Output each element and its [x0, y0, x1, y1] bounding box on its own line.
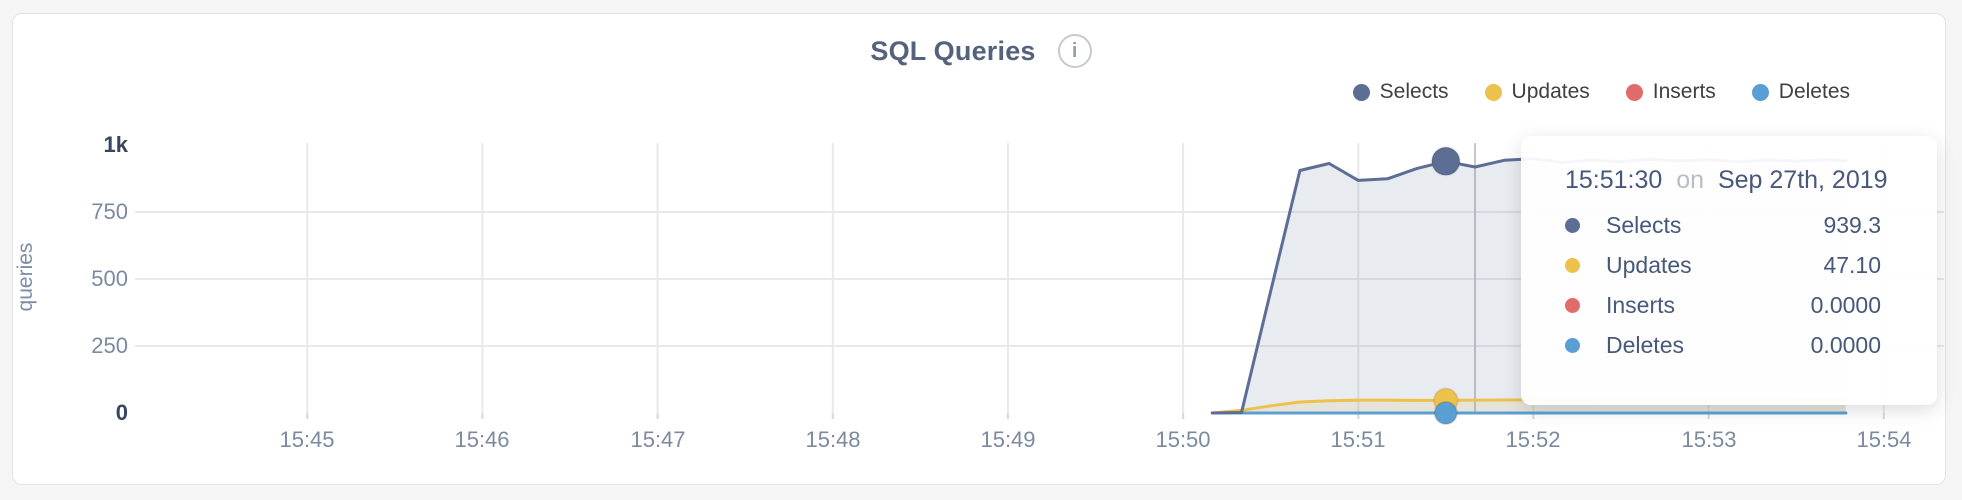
inserts-series-dot-icon — [1625, 83, 1643, 101]
tooltip-series-label: Selects — [1606, 211, 1682, 238]
deletes-highlight-dot[interactable] — [1433, 401, 1458, 425]
y-axis-tick-label: 500 — [91, 266, 128, 291]
panel-header: SQL Queries i — [0, 34, 1962, 68]
tooltip-row-selects: Selects 939.3 — [1565, 205, 1881, 245]
tooltip-date: Sep 27th, 2019 — [1717, 166, 1888, 194]
selects-highlight-dot[interactable] — [1430, 146, 1461, 177]
updates-series-dot-icon — [1565, 257, 1580, 273]
tooltip-header: 15:51:30 on Sep 27th, 2019 — [1565, 166, 1888, 195]
x-axis-tick-label: 15:50 — [1155, 427, 1211, 452]
inserts-series-dot-icon — [1565, 297, 1580, 313]
legend-item-selects[interactable]: Selects — [1352, 80, 1449, 104]
legend-item-inserts[interactable]: Inserts — [1625, 80, 1716, 104]
legend-item-label: Selects — [1379, 80, 1449, 103]
info-icon[interactable]: i — [1057, 34, 1092, 68]
legend-item-label: Deletes — [1778, 80, 1850, 103]
tooltip-series-label: Deletes — [1606, 331, 1684, 358]
tooltip-series-value: 0.0000 — [1810, 331, 1881, 358]
deletes-series-dot-icon — [1565, 337, 1580, 353]
x-axis-tick-label: 15:51 — [1330, 427, 1386, 452]
tooltip-spacer — [1704, 166, 1711, 194]
y-axis-tick-label: 1k — [103, 132, 128, 157]
tooltip-series-value: 939.3 — [1823, 211, 1881, 238]
selects-series-dot-icon — [1565, 217, 1580, 233]
tooltip-series-label: Updates — [1606, 251, 1692, 278]
x-axis-tick-label: 15:45 — [279, 427, 335, 452]
tooltip-row-inserts: Inserts 0.0000 — [1565, 285, 1881, 325]
x-axis-tick-label: 15:54 — [1856, 427, 1912, 452]
x-axis-tick-label: 15:52 — [1505, 427, 1561, 452]
tooltip-row-deletes: Deletes 0.0000 — [1565, 325, 1881, 365]
y-axis-tick-label: 750 — [91, 199, 128, 224]
tooltip-on-word-text: on — [1676, 166, 1705, 194]
deletes-series-dot-icon — [1751, 83, 1769, 101]
hover-tooltip: 15:51:30 on Sep 27th, 2019 Selects 939.3… — [1521, 136, 1937, 405]
tooltip-series-label: Inserts — [1606, 291, 1676, 318]
x-axis-tick-label: 15:46 — [454, 427, 510, 452]
legend-item-deletes[interactable]: Deletes — [1751, 80, 1850, 104]
updates-series-dot-icon — [1484, 83, 1502, 101]
legend-item-label: Inserts — [1652, 80, 1716, 103]
x-axis-tick-label: 15:53 — [1681, 427, 1737, 452]
legend-item-label: Updates — [1511, 80, 1590, 103]
x-axis-tick-label: 15:48 — [805, 427, 861, 452]
x-axis-tick-label: 15:47 — [630, 427, 686, 452]
tooltip-time: 15:51:30 — [1565, 166, 1663, 194]
y-axis-tick-label: 250 — [91, 333, 128, 358]
x-axis-tick-label: 15:49 — [980, 427, 1036, 452]
tooltip-series-value: 0.0000 — [1810, 291, 1881, 318]
y-axis-tick-label: 0 — [115, 400, 128, 425]
tooltip-series-value: 47.10 — [1823, 251, 1881, 278]
chart-title: SQL Queries — [870, 35, 1036, 66]
info-icon-glyph: i — [1071, 39, 1078, 62]
legend-item-updates[interactable]: Updates — [1484, 80, 1590, 104]
tooltip-row-updates: Updates 47.10 — [1565, 245, 1881, 285]
chart-legend: Selects Updates Inserts Deletes — [1352, 80, 1850, 104]
selects-series-dot-icon — [1352, 83, 1370, 101]
